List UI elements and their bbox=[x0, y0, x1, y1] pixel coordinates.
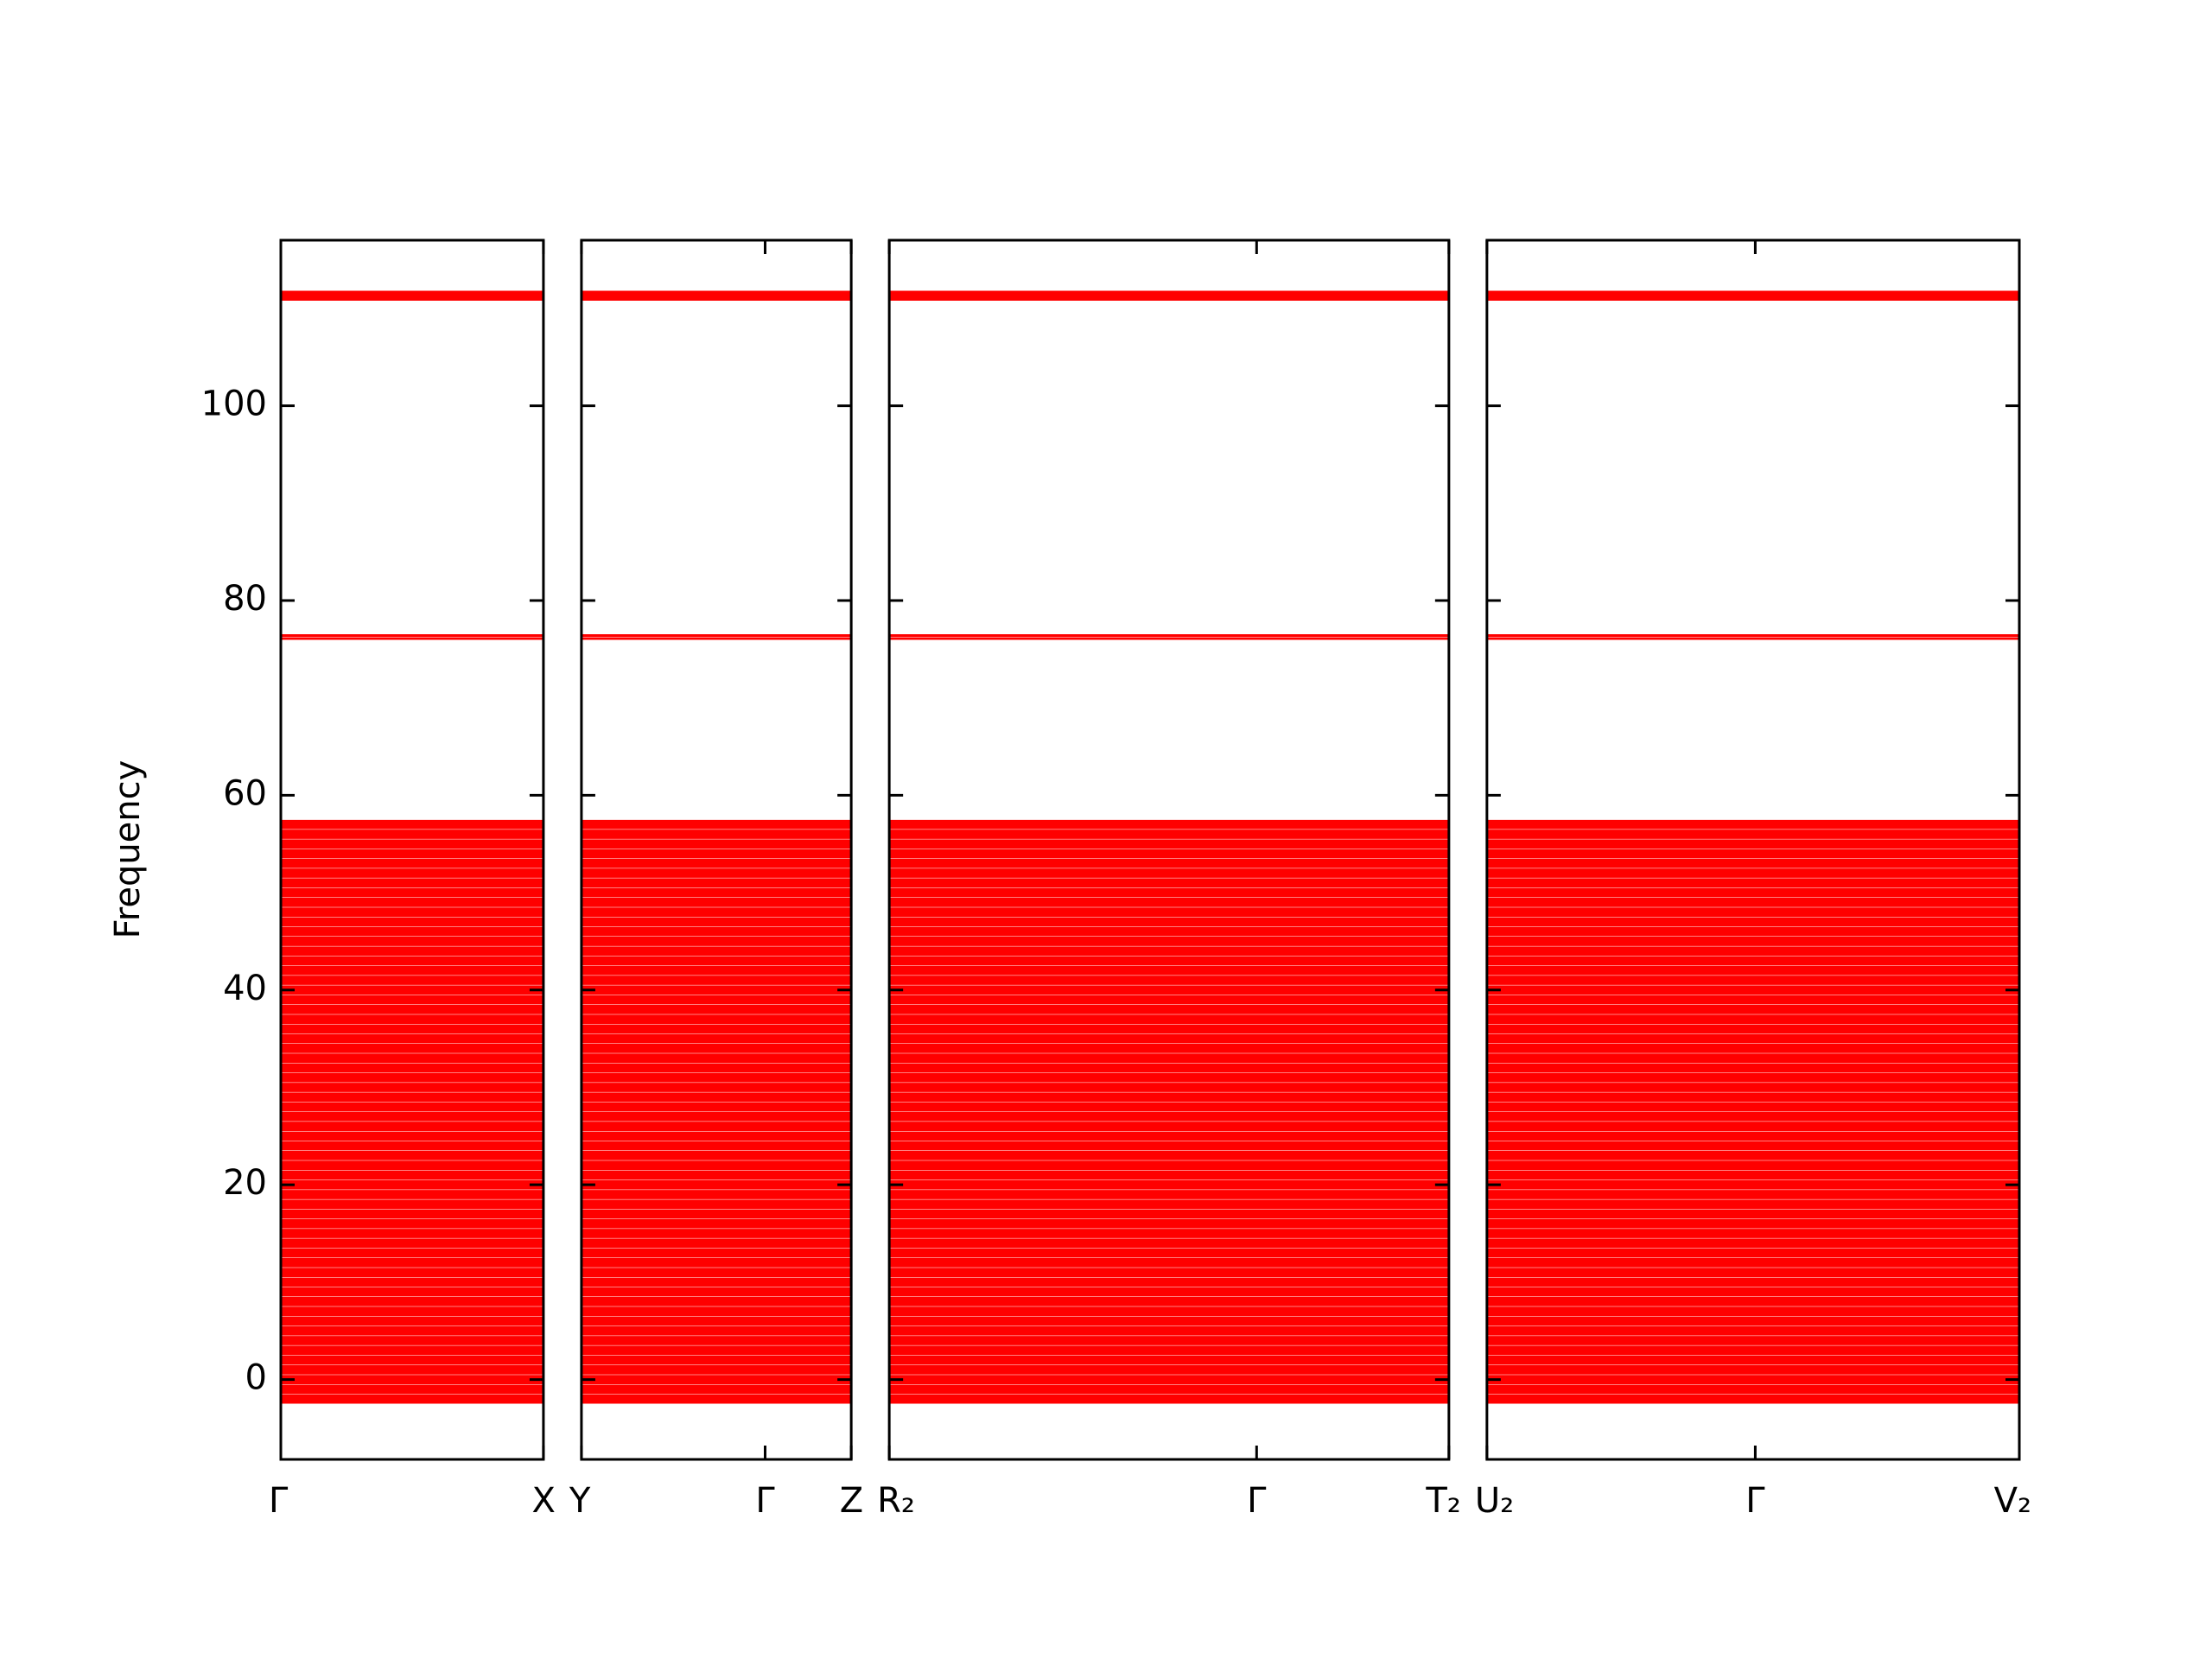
panel-frame bbox=[279, 238, 545, 1461]
x-tick-label: X bbox=[532, 1481, 556, 1521]
x-tick-label: R₂ bbox=[877, 1481, 915, 1521]
x-tick-label: Γ bbox=[269, 1481, 289, 1521]
y-axis-label: Frequency bbox=[108, 760, 148, 939]
y-tick-label: 0 bbox=[245, 1358, 267, 1398]
x-tick-label: Γ bbox=[1745, 1481, 1765, 1521]
x-tick-label: Z bbox=[840, 1481, 863, 1521]
y-tick-label: 60 bbox=[223, 773, 267, 813]
y-tick-label: 40 bbox=[223, 969, 267, 1008]
x-tick-label: U₂ bbox=[1475, 1481, 1514, 1521]
panel-frame bbox=[580, 238, 853, 1461]
x-tick-label: V₂ bbox=[1994, 1481, 2031, 1521]
y-tick-label: 80 bbox=[223, 579, 267, 619]
panel-frame bbox=[1485, 238, 2021, 1461]
y-tick-label: 100 bbox=[201, 385, 267, 424]
x-tick-label: T₂ bbox=[1425, 1481, 1460, 1521]
x-tick-label: Γ bbox=[755, 1481, 775, 1521]
panel-frame bbox=[887, 238, 1451, 1461]
x-tick-label: Y bbox=[569, 1481, 591, 1521]
x-tick-label: Γ bbox=[1247, 1481, 1267, 1521]
y-tick-label: 20 bbox=[223, 1163, 267, 1203]
